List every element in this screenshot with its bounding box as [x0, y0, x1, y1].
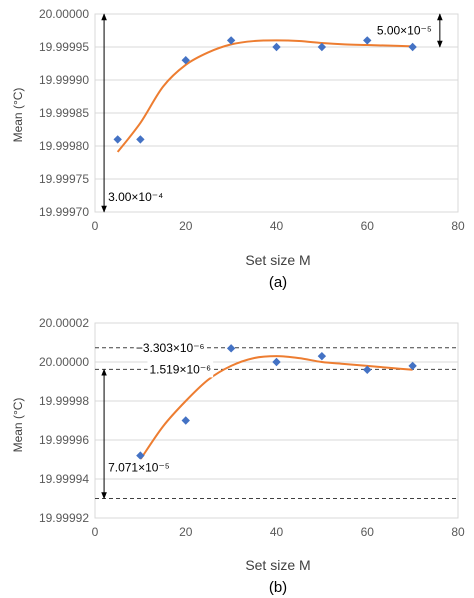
y-tick-label: 20.00002 — [39, 316, 89, 330]
caption-a: (a) — [269, 274, 287, 291]
annotation-arrows-a — [101, 13, 443, 213]
x-tick-label: 20 — [179, 525, 193, 539]
x-tick-label: 40 — [270, 525, 284, 539]
data-point — [317, 42, 327, 52]
data-point — [408, 42, 417, 52]
x-tick-label: 20 — [179, 219, 193, 233]
y-tick-label: 20.00000 — [39, 355, 89, 369]
data-point — [272, 357, 281, 367]
data-point — [317, 351, 327, 361]
y-tick-label: 19.99992 — [39, 511, 89, 525]
data-point — [226, 344, 236, 353]
data-point — [136, 451, 145, 460]
chart-panel-a: 19.99970 19.99975 19.99980 19.99985 19.99990… — [11, 7, 465, 291]
annotation-label: 3.00×10⁻⁴ — [108, 190, 163, 204]
annotation-label-background — [106, 459, 172, 476]
y-tick-label: 19.99994 — [39, 472, 89, 486]
x-tick-labels-a: 0 20 40 60 80 — [92, 219, 465, 233]
data-point — [181, 56, 190, 65]
annotation-label-background — [133, 339, 207, 356]
data-point — [113, 135, 122, 144]
caption-b: (b) — [269, 579, 287, 596]
data-point — [136, 135, 145, 144]
annotation-labels-b: −3.303×10⁻⁶ 1.519×10⁻⁶ 7.071×10⁻⁵ — [106, 339, 214, 476]
annotation-label-background — [106, 188, 166, 205]
y-tick-label: 19.99985 — [39, 106, 89, 120]
x-tick-label: 80 — [451, 525, 465, 539]
annotation-label: 7.071×10⁻⁵ — [108, 460, 170, 474]
data-point — [272, 42, 281, 52]
x-tick-label: 80 — [451, 219, 465, 233]
chart-panel-b: 19.99992 19.99994 19.99996 19.99998 20.00000… — [11, 316, 465, 596]
data-point — [181, 416, 190, 425]
trendline-curve — [116, 39, 413, 153]
y-tick-label: 19.99996 — [39, 433, 89, 447]
y-tick-labels-a: 19.99970 19.99975 19.99980 19.99985 19.99990… — [39, 7, 89, 219]
annotation-label-background — [147, 361, 214, 378]
x-tick-label: 0 — [92, 525, 99, 539]
annotation-label: 1.519×10⁻⁶ — [149, 362, 211, 376]
y-axis-title-a: Mean (°C) — [11, 88, 25, 143]
y-tick-labels-b: 19.99992 19.99994 19.99996 19.99998 20.00000… — [39, 316, 89, 525]
data-point — [408, 361, 417, 371]
data-point — [363, 365, 372, 374]
y-axis-title-b: Mean (°C) — [11, 398, 25, 453]
x-axis-title-a: Set size M — [245, 252, 310, 268]
x-tick-label: 40 — [270, 219, 284, 233]
x-tick-labels-b: 0 20 40 60 80 — [92, 525, 465, 539]
x-tick-label: 60 — [361, 219, 375, 233]
x-tick-label: 0 — [92, 219, 99, 233]
y-tick-label: 20.00000 — [39, 7, 89, 21]
y-tick-label: 19.99975 — [39, 172, 89, 186]
data-point — [226, 36, 236, 45]
annotation-label: −3.303×10⁻⁶ — [136, 341, 205, 355]
data-point — [363, 36, 372, 45]
y-tick-label: 19.99995 — [39, 40, 89, 54]
y-tick-label: 19.99980 — [39, 139, 89, 153]
x-axis-title-b: Set size M — [245, 557, 310, 573]
data-points-b — [136, 344, 417, 460]
y-tick-label: 19.99970 — [39, 205, 89, 219]
y-tick-label: 19.99990 — [39, 73, 89, 87]
gridlines-a — [95, 13, 458, 213]
x-tick-label: 60 — [361, 525, 375, 539]
annotation-label-background — [374, 22, 434, 39]
annotation-labels-a: 3.00×10⁻⁴ 5.00×10⁻⁵ — [106, 22, 434, 205]
annotation-label: 5.00×10⁻⁵ — [377, 24, 432, 38]
data-points-a — [113, 36, 417, 144]
y-tick-label: 19.99998 — [39, 394, 89, 408]
trendline-a — [116, 39, 413, 153]
